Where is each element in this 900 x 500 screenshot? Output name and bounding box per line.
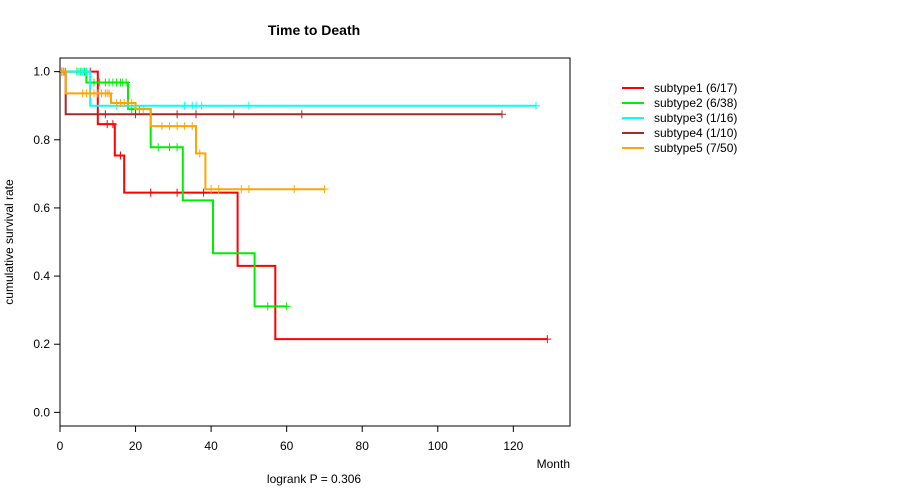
- subtype5-censor-mark: [290, 185, 299, 194]
- subtype1-censor-mark: [543, 335, 552, 344]
- x-tick-label: 40: [204, 439, 218, 453]
- series-layer: [57, 67, 552, 344]
- subtype4-censor-mark: [173, 110, 182, 119]
- subtype5-censor-mark: [195, 149, 204, 158]
- legend: subtype1 (6/17)subtype2 (6/38)subtype3 (…: [622, 81, 737, 155]
- subtype5-censor-mark: [139, 105, 148, 114]
- subtype4-censor-mark: [131, 110, 140, 119]
- subtype4-censor-mark: [498, 110, 506, 119]
- y-axis-label: cumulative survival rate: [2, 179, 16, 305]
- legend-label-subtype5: subtype5 (7/50): [654, 141, 737, 155]
- subtype5-censor-mark: [320, 185, 329, 194]
- subtype5-censor-mark: [59, 67, 68, 76]
- subtype4-censor-mark: [192, 110, 200, 119]
- y-tick-label: 0.4: [33, 269, 50, 283]
- subtype5-censor-mark: [180, 122, 189, 131]
- subtype5-censor-mark: [173, 122, 182, 131]
- subtype5-censor-mark: [214, 185, 223, 194]
- y-tick-label: 1.0: [33, 65, 50, 79]
- x-tick-label: 0: [57, 439, 64, 453]
- y-axis: 0.0 0.2 0.4 0.6 0.8 1.0: [33, 65, 61, 419]
- subtype2-censor-mark: [122, 78, 131, 87]
- subtype5-censor-mark: [188, 122, 197, 131]
- legend-label-subtype2: subtype2 (6/38): [654, 96, 737, 110]
- subtype3-censor-mark: [244, 101, 253, 110]
- subtype1-censor-mark: [108, 120, 117, 129]
- subtype4-censor-mark: [297, 110, 306, 119]
- subtype3-censor-mark: [197, 101, 206, 110]
- subtype1-censor-mark: [116, 151, 125, 160]
- chart-title: Time to Death: [268, 22, 360, 38]
- x-axis-label: Month: [537, 457, 570, 471]
- x-tick-label: 20: [129, 439, 143, 453]
- logrank-annotation: logrank P = 0.306: [267, 472, 362, 486]
- y-tick-label: 0.2: [33, 337, 50, 351]
- subtype5-censor-mark: [207, 185, 216, 194]
- subtype1-censor-mark: [173, 188, 182, 197]
- subtype4-curve: [60, 70, 502, 116]
- subtype3-censor-mark: [180, 101, 189, 110]
- subtype5-censor-mark: [165, 122, 174, 131]
- subtype5-censor-mark: [105, 89, 114, 98]
- subtype4-censor-mark: [229, 110, 238, 119]
- subtype3-censor-mark: [82, 67, 91, 76]
- y-tick-label: 0.6: [33, 201, 50, 215]
- subtype5-censor-mark: [244, 185, 253, 194]
- subtype2-censor-mark: [173, 143, 182, 152]
- subtype5-curve: [60, 70, 325, 191]
- x-tick-label: 120: [503, 439, 523, 453]
- subtype1-censor-mark: [146, 188, 155, 197]
- legend-label-subtype4: subtype4 (1/10): [654, 126, 737, 140]
- x-tick-label: 100: [428, 439, 448, 453]
- subtype4-censor-mark: [101, 110, 110, 119]
- legend-label-subtype1: subtype1 (6/17): [654, 81, 737, 95]
- y-tick-label: 0.8: [33, 133, 50, 147]
- subtype5-censor-mark: [127, 98, 136, 107]
- x-axis: 0 20 40 60 80 100 120: [57, 425, 524, 453]
- legend-label-subtype3: subtype3 (1/16): [654, 111, 737, 125]
- subtype1-censor-mark: [199, 188, 208, 197]
- subtype1-curve: [60, 70, 548, 341]
- x-tick-label: 60: [280, 439, 294, 453]
- y-tick-label: 0.0: [33, 405, 50, 419]
- subtype2-censor-mark: [282, 302, 291, 311]
- subtype2-censor-mark: [263, 302, 272, 311]
- subtype2-censor-mark: [154, 143, 163, 152]
- subtype3-censor-mark: [532, 101, 540, 110]
- subtype5-censor-mark: [237, 185, 246, 194]
- subtype5-censor-mark: [158, 122, 166, 131]
- x-tick-label: 80: [356, 439, 370, 453]
- subtype2-censor-mark: [165, 143, 174, 152]
